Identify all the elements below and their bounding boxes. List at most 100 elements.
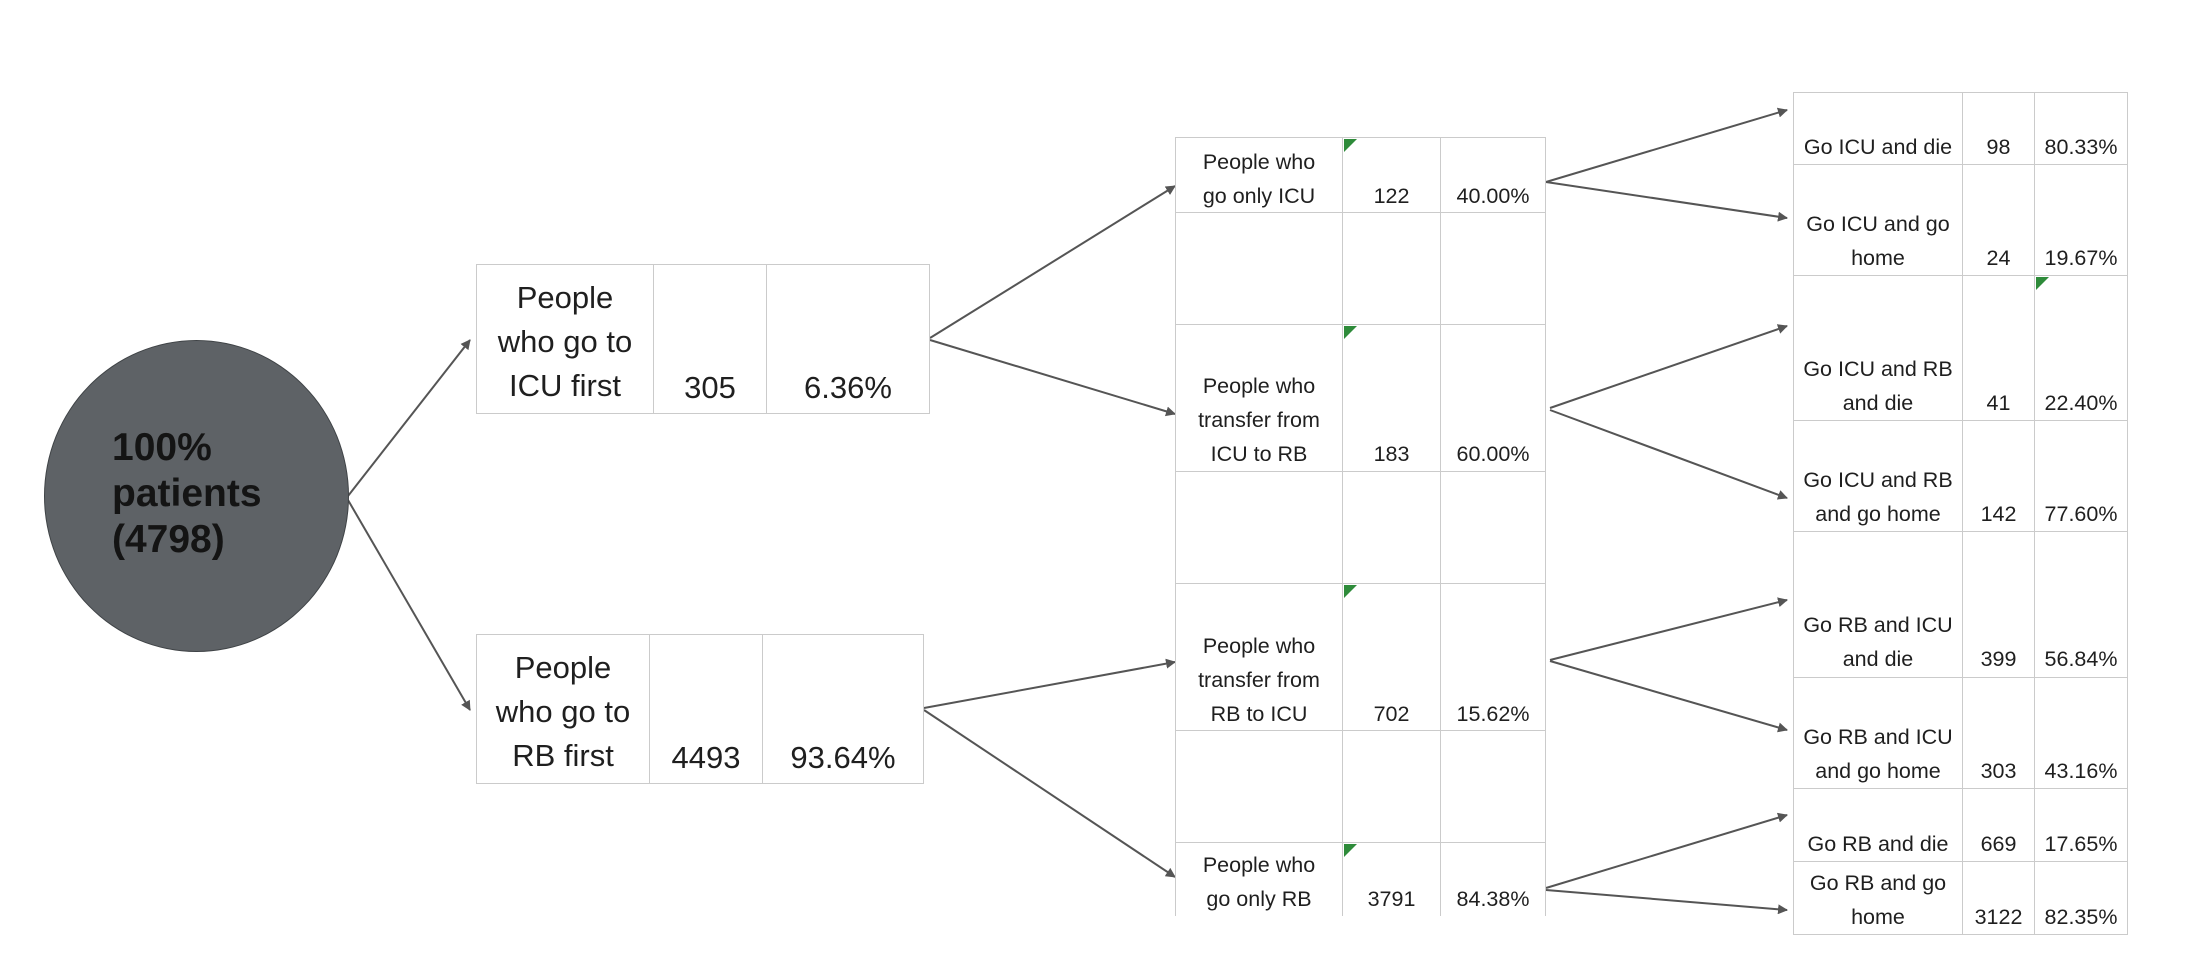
- outcome-icu-rb-home-label: Go ICU and RB and go home: [1803, 468, 1953, 526]
- table-cell: [2034, 92, 2128, 165]
- table-cell: [1342, 583, 1441, 731]
- arrow-icu-rb-to-die: [1549, 324, 1788, 409]
- arrow-rb-icu-to-die: [1549, 597, 1788, 661]
- comment-marker: [1344, 585, 1357, 598]
- table-cell: [1793, 861, 1963, 935]
- table-cell: [1440, 324, 1546, 472]
- outcome-icu-home-pct: 19.67%: [2044, 246, 2118, 270]
- arrow-only-icu-to-die: [1545, 107, 1788, 183]
- arrow-rb-first-to-rb-icu: [923, 658, 1176, 709]
- table-cell: [1440, 730, 1546, 843]
- outcome-rb-home-count: 3122: [1974, 905, 2023, 929]
- outcome-rb-die-pct: 17.65%: [2044, 832, 2118, 856]
- outcome-rb-die-label: Go RB and die: [1807, 832, 1949, 856]
- arrow-rb-first-to-only-rb: [923, 709, 1176, 878]
- outcome-icu-rb-home-count: 142: [1980, 502, 2017, 526]
- table-cell: [1962, 420, 2035, 532]
- table-cell: [1962, 275, 2035, 421]
- table-cell: [1440, 471, 1546, 584]
- only-rb-count: 3791: [1367, 887, 1416, 911]
- table-cell: [2034, 861, 2128, 935]
- arrow-icu-first-to-icu-rb: [929, 339, 1176, 417]
- rb-to-icu-label: People who transfer from RB to ICU: [1198, 634, 1320, 726]
- table-cell: [1793, 92, 1963, 165]
- icu-to-rb-count: 183: [1373, 442, 1410, 466]
- table-cell: [762, 634, 924, 784]
- outcome-icu-rb-die-count: 41: [1986, 391, 2011, 415]
- rb-to-icu-count: 702: [1373, 702, 1410, 726]
- outcome-rb-home-pct: 82.35%: [2044, 905, 2118, 929]
- table-cell: [2034, 164, 2128, 276]
- outcome-rb-icu-home-count: 303: [1980, 759, 2017, 783]
- outcome-rb-icu-home-pct: 43.16%: [2044, 759, 2118, 783]
- only-icu-label: People who go only ICU: [1202, 150, 1316, 208]
- table-cell: [2034, 531, 2128, 678]
- icu-to-rb-pct: 60.00%: [1456, 442, 1530, 466]
- comment-marker: [1344, 326, 1357, 339]
- table-cell: [1342, 730, 1441, 843]
- table-cell: [1342, 324, 1441, 472]
- table-cell: [2034, 677, 2128, 789]
- comment-marker: [2036, 277, 2049, 290]
- arrow-icu-first-to-only-icu: [929, 185, 1176, 339]
- outcome-icu-rb-home-pct: 77.60%: [2044, 502, 2118, 526]
- table-cell: [2034, 788, 2128, 862]
- table-cell: [1175, 471, 1343, 584]
- table-cell: [2034, 420, 2128, 532]
- rb-first-pct: 93.64%: [790, 740, 896, 775]
- arrow-only-rb-to-home: [1545, 889, 1788, 915]
- outcome-rb-icu-die-label: Go RB and ICU and die: [1803, 613, 1953, 671]
- arrow-only-icu-to-home: [1545, 181, 1788, 222]
- icu-first-pct: 6.36%: [804, 370, 892, 405]
- table-cell: [1342, 212, 1441, 325]
- comment-marker: [1344, 844, 1357, 857]
- table-cell: [1793, 677, 1963, 789]
- arrow-root-to-rb-first: [347, 499, 471, 711]
- root-node-circle: [44, 340, 349, 652]
- icu-to-rb-label: People who transfer from ICU to RB: [1198, 374, 1320, 466]
- table-cell: [1962, 861, 2035, 935]
- arrow-icu-rb-to-home: [1549, 409, 1788, 500]
- table-cell: [1175, 212, 1343, 325]
- table-cell: [476, 634, 650, 784]
- table-cell: [1962, 531, 2035, 678]
- table-cell: [1440, 137, 1546, 213]
- comment-marker: [1344, 139, 1357, 152]
- table-cell: [1175, 324, 1343, 472]
- only-icu-pct: 40.00%: [1456, 184, 1530, 208]
- table-cell: [649, 634, 763, 784]
- outcome-icu-die-count: 98: [1986, 135, 2011, 159]
- arrow-root-to-icu-first: [347, 339, 471, 497]
- table-cell: [766, 264, 930, 414]
- rb-first-label: People who go to RB first: [495, 650, 631, 773]
- table-cell: [1440, 842, 1546, 916]
- only-rb-label: People who go only RB: [1202, 853, 1316, 911]
- rb-to-icu-pct: 15.62%: [1456, 702, 1530, 726]
- outcome-icu-die-pct: 80.33%: [2044, 135, 2118, 159]
- rb-first-count: 4493: [671, 740, 741, 775]
- table-cell: [1175, 842, 1343, 916]
- outcome-rb-icu-die-count: 399: [1980, 647, 2017, 671]
- table-cell: [1962, 164, 2035, 276]
- root-node-label: 100% patients (4798): [112, 426, 262, 561]
- outcome-rb-home-label: Go RB and go home: [1809, 871, 1947, 929]
- outcome-icu-home-label: Go ICU and go home: [1806, 212, 1950, 270]
- outcome-rb-icu-home-label: Go RB and ICU and go home: [1803, 725, 1953, 783]
- outcome-icu-rb-die-label: Go ICU and RB and die: [1803, 357, 1953, 415]
- table-cell: [1793, 275, 1963, 421]
- table-cell: [653, 264, 767, 414]
- outcome-icu-rb-die-pct: 22.40%: [2044, 391, 2118, 415]
- icu-first-count: 305: [684, 370, 736, 405]
- table-cell: [1175, 730, 1343, 843]
- outcome-icu-die-label: Go ICU and die: [1803, 135, 1953, 159]
- table-cell: [1440, 212, 1546, 325]
- outcome-rb-die-count: 669: [1980, 832, 2017, 856]
- arrow-only-rb-to-die: [1545, 812, 1788, 889]
- table-cell: [1440, 583, 1546, 731]
- only-rb-pct: 84.38%: [1456, 887, 1530, 911]
- table-cell: [1342, 471, 1441, 584]
- only-icu-count: 122: [1373, 184, 1410, 208]
- outcome-rb-icu-die-pct: 56.84%: [2044, 647, 2118, 671]
- outcome-icu-home-count: 24: [1986, 246, 2011, 270]
